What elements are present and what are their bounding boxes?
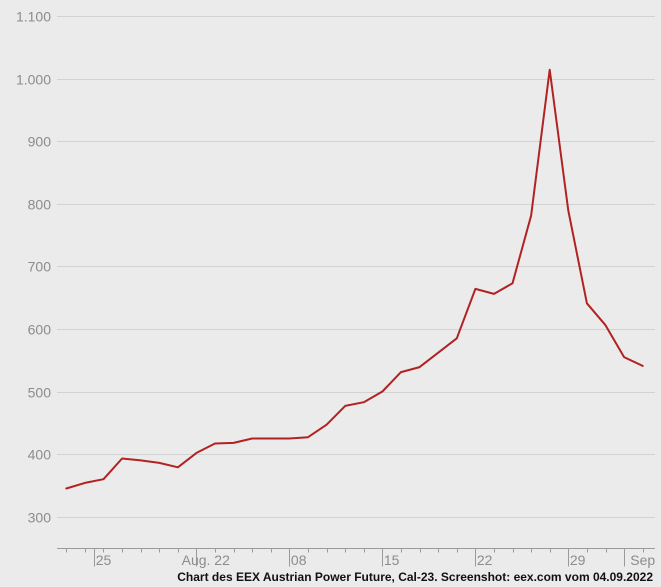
x-tick-label-5: 29 xyxy=(570,552,586,568)
grid-lines xyxy=(57,16,655,518)
series-layer xyxy=(65,68,644,490)
y-axis-tick-labels: 300 400 500 600 700 800 900 1.000 1.100 xyxy=(16,9,51,526)
x-tick-label-4: 22 xyxy=(477,552,493,568)
x-axis: 25 Aug. 22 08 15 22 29 Sep xyxy=(57,548,655,568)
x-tick-label-0: 25 xyxy=(96,552,112,568)
x-tick-label-1: Aug. 22 xyxy=(182,552,230,568)
y-tick-label-300: 300 xyxy=(28,510,52,526)
x-tick-label-3: 15 xyxy=(384,552,400,568)
y-tick-label-500: 500 xyxy=(28,385,52,401)
series-line-0 xyxy=(65,68,644,490)
y-tick-label-600: 600 xyxy=(28,322,52,338)
y-tick-label-700: 700 xyxy=(28,259,52,275)
x-tick-label-2: 08 xyxy=(291,552,307,568)
y-tick-label-1100: 1.100 xyxy=(16,9,51,25)
y-tick-label-400: 400 xyxy=(28,447,52,463)
y-tick-label-900: 900 xyxy=(28,134,52,150)
y-tick-label-800: 800 xyxy=(28,197,52,213)
y-tick-label-1000: 1.000 xyxy=(16,72,51,88)
x-tick-label-6: Sep xyxy=(630,552,655,568)
chart-caption: Chart des EEX Austrian Power Future, Cal… xyxy=(177,570,653,584)
